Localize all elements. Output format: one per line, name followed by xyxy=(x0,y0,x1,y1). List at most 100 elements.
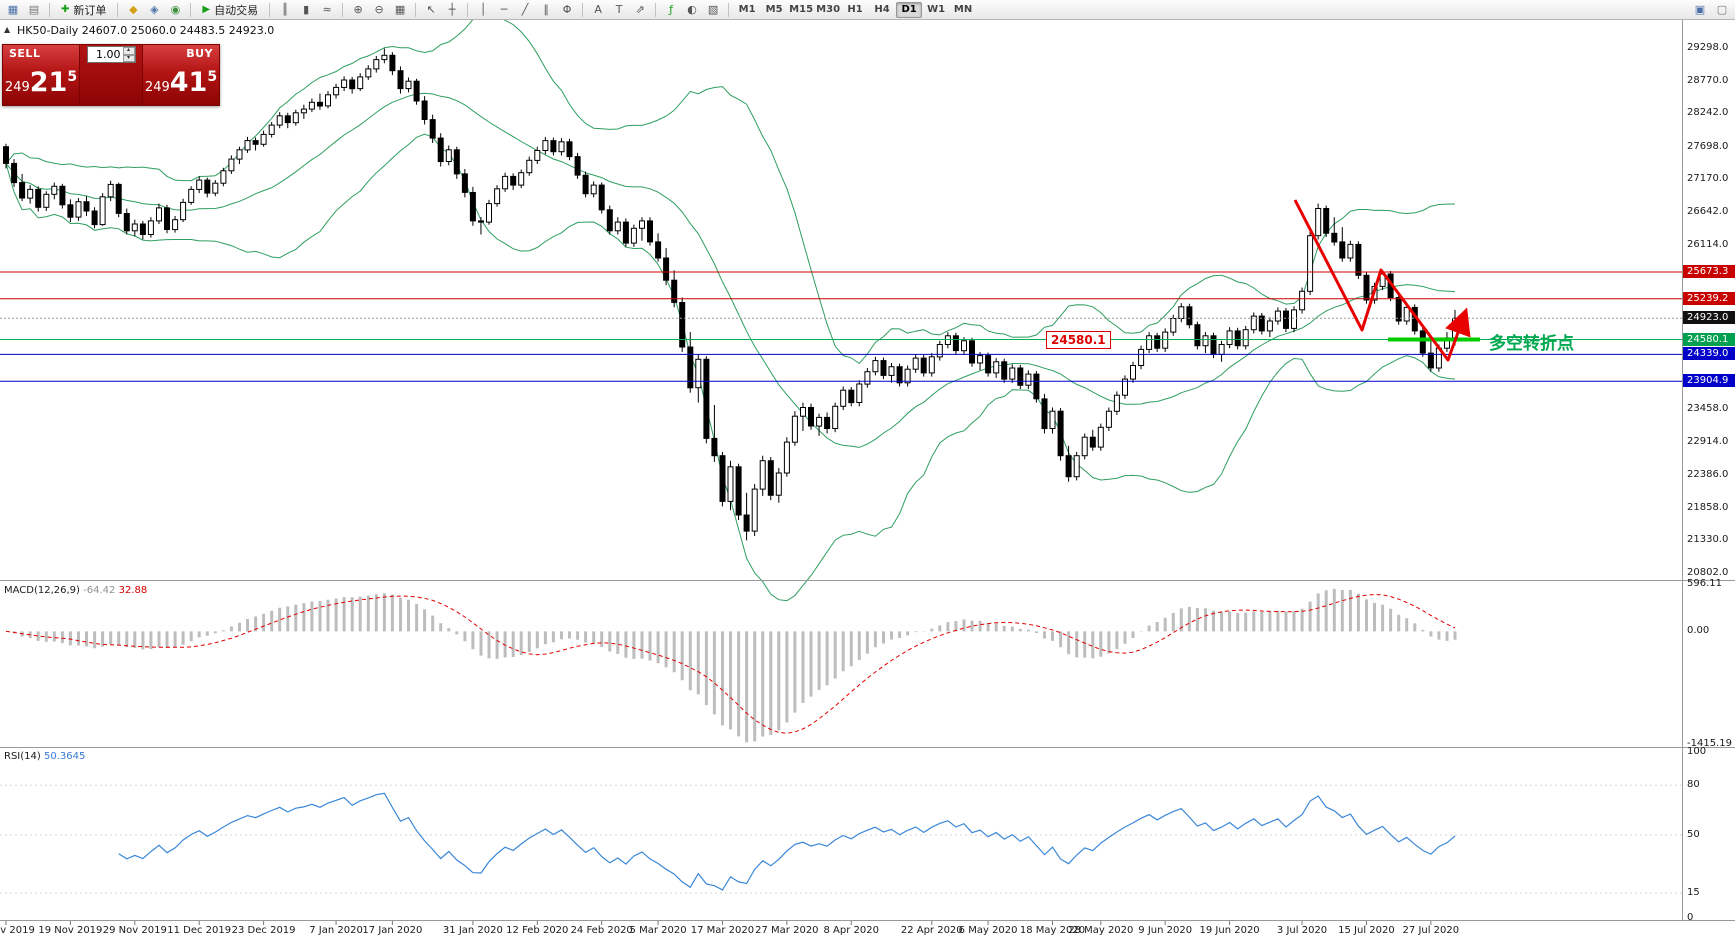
date-label: 6 May 2020 xyxy=(958,925,1018,936)
price-scale-label: 26114.0 xyxy=(1687,238,1729,250)
price-scale-label: 27698.0 xyxy=(1687,140,1729,152)
chart-window-icon[interactable]: ▣ xyxy=(1694,3,1706,16)
date-label: 9 Jun 2020 xyxy=(1138,925,1193,936)
new-chart-icon[interactable]: ▦ xyxy=(7,3,19,16)
line-chart-icon[interactable]: ≈ xyxy=(322,3,332,16)
price-scale-label: 27170.0 xyxy=(1687,173,1729,185)
new-order-button[interactable]: ✚ 新订单 xyxy=(55,1,112,18)
zoom-in-icon[interactable]: ⊕ xyxy=(353,3,363,16)
crosshair-icon[interactable]: ┼ xyxy=(448,3,456,16)
price-scale-label: 26642.0 xyxy=(1687,206,1729,218)
terminal-icon[interactable]: ◉ xyxy=(170,3,181,16)
volume-down-button[interactable]: ▾ xyxy=(122,54,135,62)
vertical-line-icon[interactable]: │ xyxy=(479,3,487,16)
price-tag-25239.2: 25239.2 xyxy=(1683,291,1735,305)
rsi-scale-label: 50 xyxy=(1687,829,1700,840)
price-scale-label: 23458.0 xyxy=(1687,402,1729,414)
date-label: 11 Dec 2019 xyxy=(167,925,232,936)
tile-windows-icon[interactable]: ▦ xyxy=(394,3,406,16)
trendline-icon[interactable]: ╱ xyxy=(521,3,529,16)
buy-label: BUY xyxy=(186,47,213,60)
market-watch-icon[interactable]: ◆ xyxy=(129,3,138,16)
rsi-name: RSI(14) xyxy=(4,751,41,762)
timeframe-h4[interactable]: H4 xyxy=(874,4,890,15)
toolbar-separator xyxy=(342,2,344,17)
date-label: 17 Mar 2020 xyxy=(690,925,755,936)
date-label: 27 Jul 2020 xyxy=(1402,925,1460,936)
trend-arrow[interactable] xyxy=(1293,199,1471,362)
date-label: 7 Nov 2019 xyxy=(0,925,35,936)
date-label: 17 Jan 2020 xyxy=(362,925,423,936)
oneclick-collapse-icon[interactable]: ▲ xyxy=(4,25,11,34)
price-tag-24339.0: 24339.0 xyxy=(1683,347,1735,361)
buy-price-big: 41 xyxy=(169,67,208,98)
date-label: 8 Apr 2020 xyxy=(823,925,879,936)
periods-icon[interactable]: ◐ xyxy=(687,3,697,16)
zoom-out-icon[interactable]: ⊖ xyxy=(374,3,384,16)
oneclick-trade-panel: SELL 249215 ▴ ▾ BUY 249415 xyxy=(2,44,220,106)
chart-profiles-icon[interactable]: ▤ xyxy=(28,3,40,16)
date-label: 27 Mar 2020 xyxy=(755,925,819,936)
timeframe-h1[interactable]: H1 xyxy=(847,4,863,15)
macd-signal-value: 32.88 xyxy=(118,585,148,596)
text-label-icon[interactable]: T xyxy=(615,3,623,16)
text-tool-icon[interactable]: A xyxy=(594,3,602,16)
volume-input[interactable] xyxy=(87,47,123,62)
rsi-scale-label: 100 xyxy=(1687,746,1707,757)
popup-prices-icon[interactable]: ▢ xyxy=(1716,3,1728,16)
arrow-tool-icon[interactable]: ⇗ xyxy=(635,3,645,16)
rsi-scale-label: 15 xyxy=(1687,887,1700,899)
indicators-icon[interactable]: ƒ xyxy=(669,3,674,16)
volume-up-button[interactable]: ▴ xyxy=(122,47,135,55)
bar-chart-icon[interactable]: ║ xyxy=(281,3,289,16)
channel-icon[interactable]: ∥ xyxy=(543,3,549,16)
toolbar-separator xyxy=(582,2,584,17)
toolbar-separator xyxy=(269,2,271,17)
date-label: 22 Apr 2020 xyxy=(900,925,963,936)
toolbar-separator xyxy=(655,2,657,17)
timeframe-m15[interactable]: M15 xyxy=(789,4,814,15)
timeframe-m1[interactable]: M1 xyxy=(738,4,756,15)
date-label: 3 Jul 2020 xyxy=(1276,925,1328,936)
price-scale-label: 22386.0 xyxy=(1687,469,1729,481)
buy-price-prefix: 249 xyxy=(144,80,170,95)
date-label: 15 Jul 2020 xyxy=(1338,925,1395,936)
sell-price: 249215 xyxy=(3,64,79,101)
bollinger-middle-band xyxy=(5,92,1456,448)
templates-icon[interactable]: ▧ xyxy=(707,3,719,16)
sell-price-prefix: 249 xyxy=(4,80,30,95)
rsi-line xyxy=(118,792,1456,891)
date-label: 7 Jan 2020 xyxy=(309,925,363,936)
price-tag-24580.1: 24580.1 xyxy=(1683,332,1735,346)
price-level-annotation[interactable]: 24580.1 xyxy=(1046,330,1111,349)
candlestick-chart-icon[interactable]: ▮ xyxy=(303,3,310,16)
autotrading-button[interactable]: ▶ 自动交易 xyxy=(196,1,264,18)
pivot-point-annotation[interactable]: 多空转折点 xyxy=(1489,333,1574,354)
toolbar-separator xyxy=(117,2,119,17)
timeframe-m30[interactable]: M30 xyxy=(816,4,841,15)
navigator-icon[interactable]: ◈ xyxy=(150,3,159,16)
sell-button[interactable]: SELL 249215 xyxy=(2,44,80,106)
price-scale-label: 21330.0 xyxy=(1687,534,1729,546)
sell-price-big: 21 xyxy=(29,67,68,98)
candlestick-series xyxy=(3,48,1458,541)
horizontal-line-icon[interactable]: ─ xyxy=(500,3,508,16)
price-tag-23904.9: 23904.9 xyxy=(1683,374,1735,388)
macd-name: MACD(12,26,9) xyxy=(4,585,80,596)
date-label: 23 Dec 2019 xyxy=(231,925,296,936)
cursor-icon[interactable]: ↖ xyxy=(426,3,436,16)
fibonacci-icon[interactable]: Φ xyxy=(562,3,572,16)
date-label: 24 Feb 2020 xyxy=(570,925,633,936)
timeframe-m5[interactable]: M5 xyxy=(765,4,783,15)
date-label: 19 Jun 2020 xyxy=(1199,925,1260,936)
timeframe-d1[interactable]: D1 xyxy=(896,1,923,18)
timeframe-w1[interactable]: W1 xyxy=(927,4,946,15)
date-label: 12 Feb 2020 xyxy=(506,925,569,936)
rsi-value: 50.3645 xyxy=(43,751,86,762)
buy-button[interactable]: BUY 249415 xyxy=(142,44,220,106)
autotrading-play-icon: ▶ xyxy=(202,4,211,15)
timeframe-mn[interactable]: MN xyxy=(953,4,973,15)
price-scale-label: 28770.0 xyxy=(1687,74,1729,86)
